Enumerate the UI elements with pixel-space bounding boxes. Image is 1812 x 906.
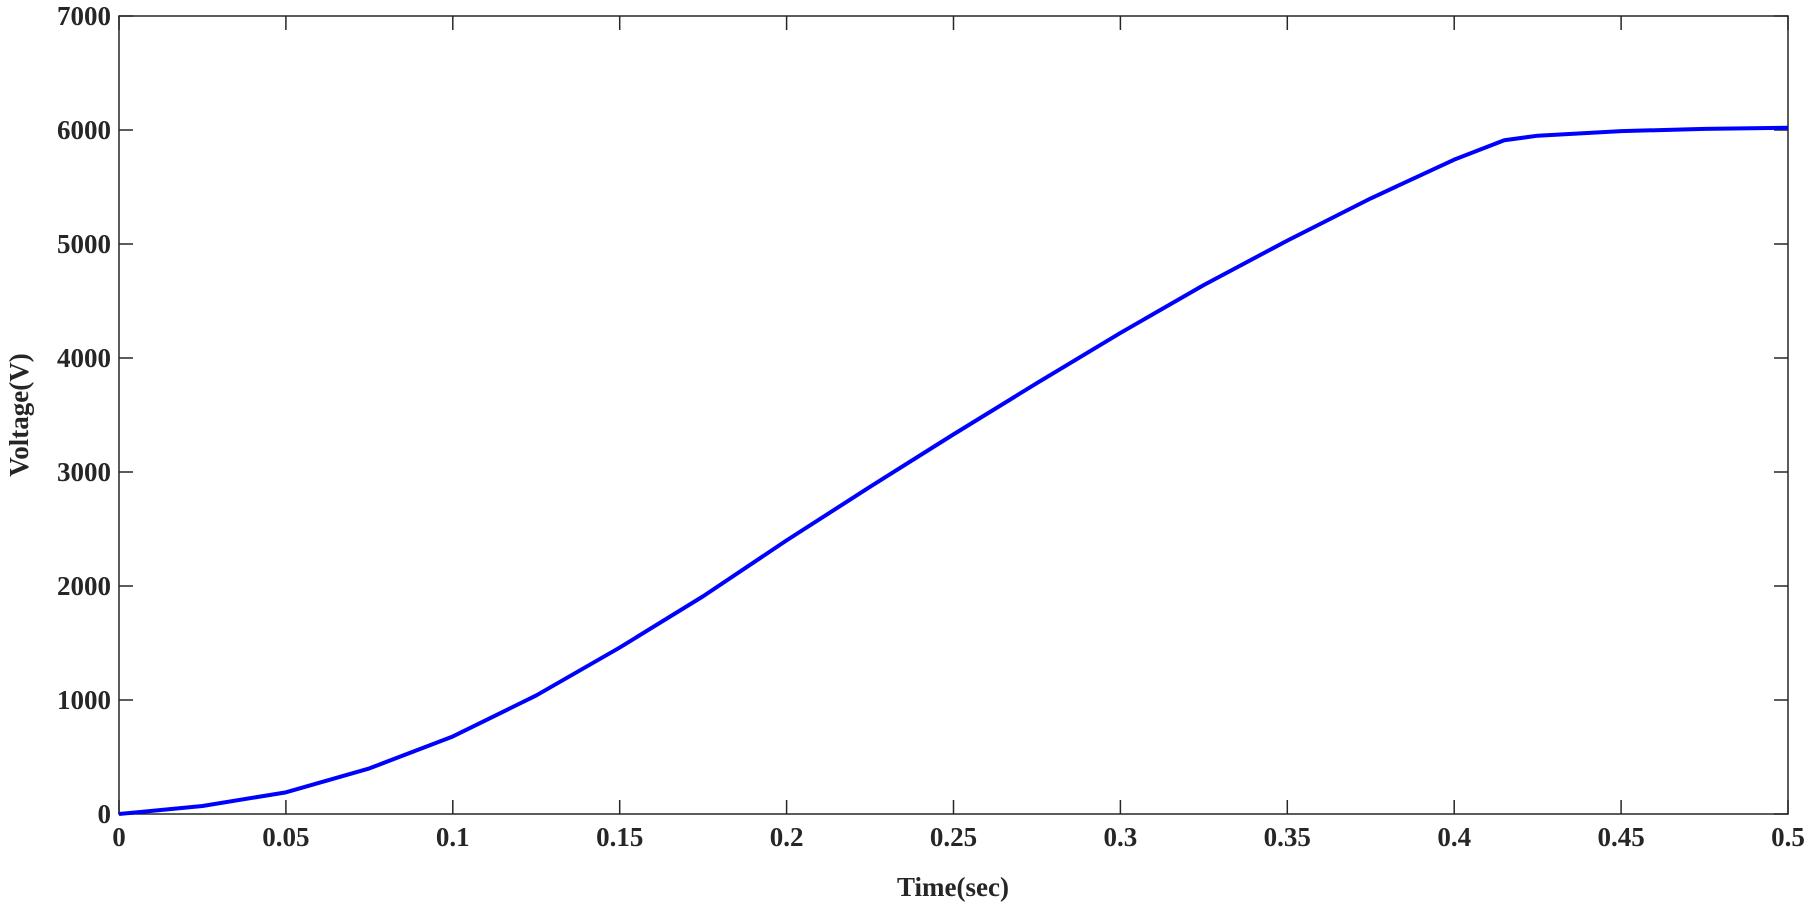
x-tick-label: 0.5 [1771,822,1805,852]
x-tick-label: 0.25 [930,822,977,852]
x-tick-label: 0.1 [436,822,470,852]
y-tick-label: 5000 [57,229,111,259]
x-tick-label: 0.4 [1437,822,1471,852]
x-tick-label: 0.45 [1597,822,1644,852]
y-tick-label: 4000 [57,343,111,373]
x-tick-label: 0.2 [770,822,804,852]
y-tick-label: 6000 [57,115,111,145]
y-axis-label: Voltage(V) [4,353,34,476]
data-line [118,125,1789,816]
y-tick-label: 0 [98,799,112,829]
y-tick-label: 7000 [57,1,111,31]
y-tick-label: 2000 [57,571,111,601]
x-axis-label: Time(sec) [897,872,1009,902]
x-tick-label: 0.15 [596,822,643,852]
y-tick-label: 3000 [57,457,111,487]
y-tick-label: 1000 [57,685,111,715]
x-tick-label: 0 [112,822,126,852]
x-tick-label: 0.05 [262,822,309,852]
x-tick-label: 0.35 [1264,822,1311,852]
x-tick-label: 0.3 [1104,822,1138,852]
